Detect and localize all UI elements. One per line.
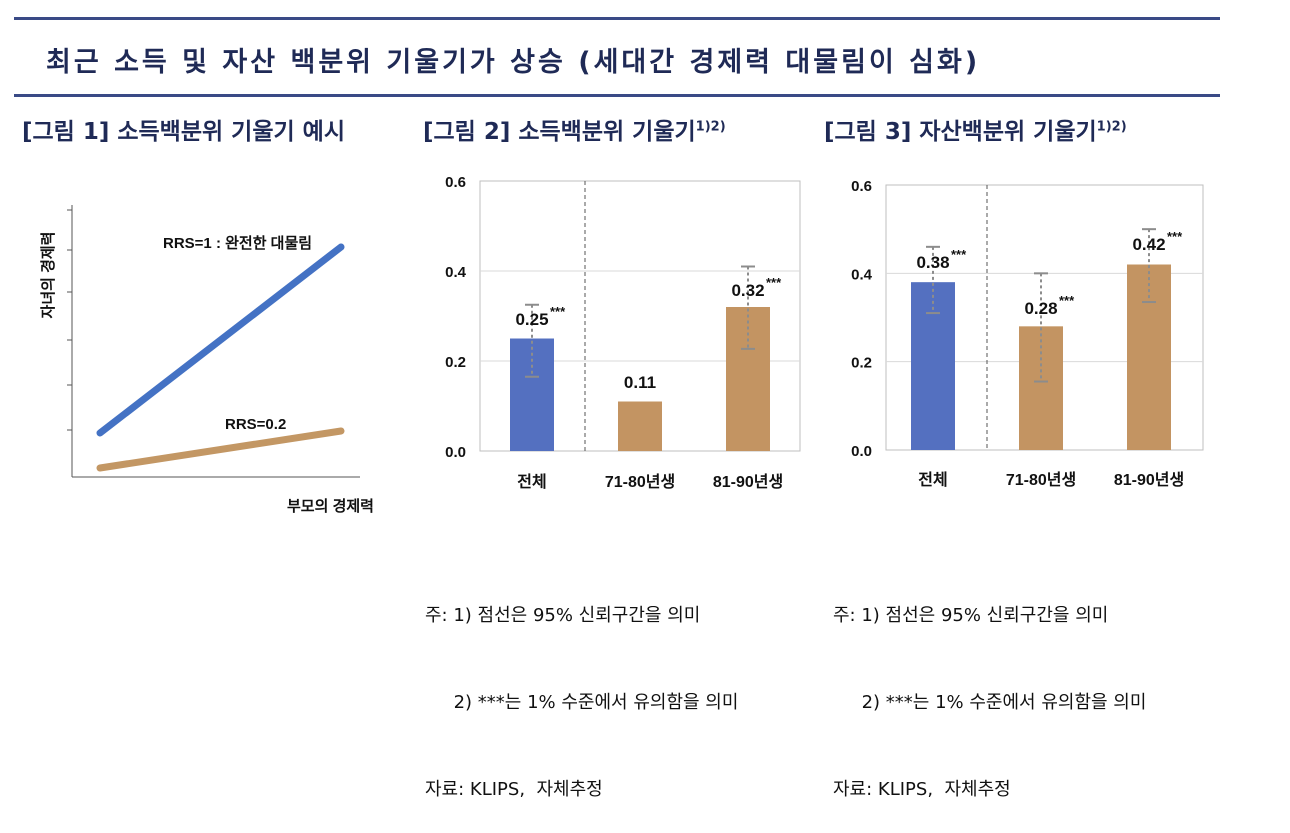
y-tick-label-2: 0.4 [851,266,873,283]
bar-1 [618,401,662,451]
bar-2 [1127,264,1171,450]
title-underline [14,94,1220,97]
y-tick-label-2: 0.4 [445,264,467,281]
figure-3-caption: [그림 3] 자산백분위 기울기1)2) [824,112,1127,146]
category-label-0: 전체 [918,471,947,489]
significance-label-2: *** [766,275,782,290]
significance-label-0: *** [550,304,566,319]
value-label-2: 0.42 [1132,235,1165,254]
significance-label-0: *** [951,247,967,262]
value-label-1: 0.28 [1024,299,1057,318]
y-tick-label-1: 0.2 [851,355,872,372]
significance-label-2: *** [1167,229,1183,244]
note-line-2: 2) ***는 1% 수준에서 유의함을 의미 [833,692,1147,713]
page-title: 최근 소득 및 자산 백분위 기울기가 상승 (세대간 경제력 대물림이 심화) [46,47,981,78]
figure-1-line-chart: RRS=1 : 완전한 대물림 RRS=0.2 부모의 경제력 자녀의 경제력 [39,205,374,515]
series-label-1: RRS=0.2 [225,416,286,433]
figure-2-caption: [그림 2] 소득백분위 기울기1)2) [423,112,726,146]
category-label-1: 71-80년생 [1006,470,1076,489]
figure-2-caption-sup: 1)2) [695,119,726,135]
value-label-1: 0.11 [624,373,656,392]
value-label-2: 0.32 [731,281,764,300]
series-line-1 [96,427,345,472]
y-axis-label: 자녀의 경제력 [39,232,57,319]
figure-2-caption-text: [그림 2] 소득백분위 기울기 [423,119,696,145]
figure-1-caption-text: [그림 1] 소득백분위 기울기 예시 [22,119,345,145]
y-tick-label-1: 0.2 [445,354,466,371]
series-label-0: RRS=1 : 완전한 대물림 [163,234,312,252]
bar-1 [1019,326,1063,450]
figure-3-caption-sup: 1)2) [1096,119,1127,135]
figure-2-notes: 주: 1) 점선은 95% 신뢰구간을 의미 2) ***는 1% 수준에서 유… [425,543,738,833]
significance-label-1: *** [1059,293,1075,308]
figure-1-caption: [그림 1] 소득백분위 기울기 예시 [22,112,345,146]
y-tick-label-3: 0.6 [445,174,466,191]
series-line-0 [96,243,345,437]
y-tick-label-0: 0.0 [851,443,872,460]
note-line-1: 주: 1) 점선은 95% 신뢰구간을 의미 [833,605,1109,626]
note-source: 자료: KLIPS, 자체추정 [425,779,603,800]
category-label-2: 81-90년생 [1114,470,1184,489]
note-line-1: 주: 1) 점선은 95% 신뢰구간을 의미 [425,605,701,626]
note-line-2: 2) ***는 1% 수준에서 유의함을 의미 [425,692,739,713]
category-label-2: 81-90년생 [713,472,783,491]
note-source: 자료: KLIPS, 자체추정 [833,779,1011,800]
category-label-1: 71-80년생 [605,472,675,491]
bar-0 [911,282,955,450]
y-tick-label-3: 0.6 [851,178,872,195]
top-rule [14,17,1220,20]
bar-0 [510,338,554,451]
figure-3-notes: 주: 1) 점선은 95% 신뢰구간을 의미 2) ***는 1% 수준에서 유… [833,543,1146,833]
value-label-0: 0.38 [916,253,949,272]
figure-3-caption-text: [그림 3] 자산백분위 기울기 [824,119,1097,145]
x-axis-label: 부모의 경제력 [287,497,374,515]
bar-2 [726,307,770,451]
value-label-0: 0.25 [515,310,548,329]
y-tick-label-0: 0.0 [445,444,466,461]
category-label-0: 전체 [517,473,546,491]
